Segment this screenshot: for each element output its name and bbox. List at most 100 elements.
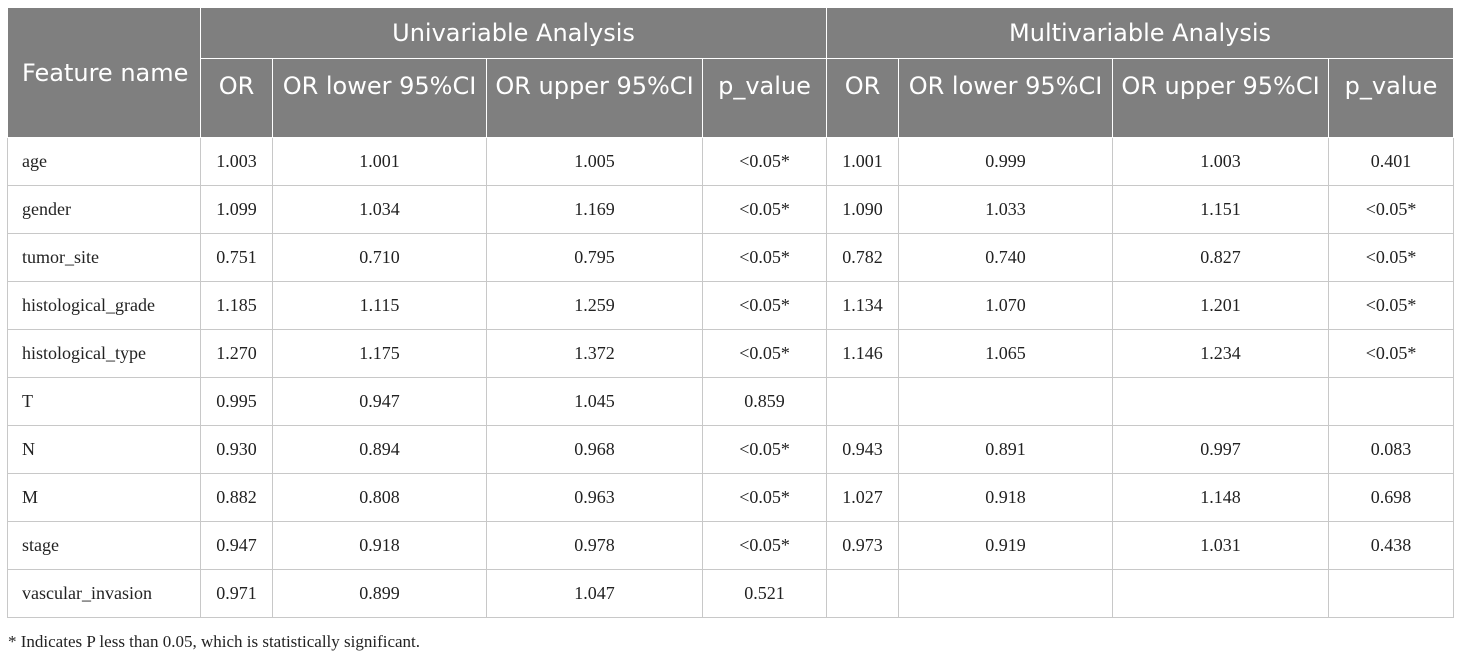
results-table-container: Feature name Univariable Analysis Multiv… [7, 7, 1455, 618]
column-header: OR [826, 58, 900, 138]
feature-name-cell: tumor_site [7, 233, 201, 282]
feature-name-cell: stage [7, 521, 201, 570]
value-cell: 0.899 [272, 569, 487, 618]
column-header: p_value [701, 58, 828, 138]
value-cell: 0.083 [1328, 425, 1455, 474]
value-cell: 1.372 [486, 329, 703, 378]
regression-results-table: Feature name Univariable Analysis Multiv… [7, 7, 1455, 618]
value-cell: 0.943 [826, 425, 900, 474]
value-cell [826, 569, 900, 618]
value-cell: 1.070 [898, 281, 1114, 330]
value-cell: 0.740 [898, 233, 1114, 282]
table-row: vascular_invasion 0.971 0.899 1.047 0.521 [7, 569, 1455, 618]
value-cell: 1.033 [898, 185, 1114, 234]
column-header: OR [200, 58, 273, 138]
value-cell: <0.05* [1328, 233, 1455, 282]
value-cell: <0.05* [1328, 185, 1455, 234]
value-cell: 0.930 [200, 425, 273, 474]
feature-name-cell: N [7, 425, 201, 474]
value-cell: 1.031 [1112, 521, 1330, 570]
value-cell: 0.795 [486, 233, 703, 282]
value-cell: 0.859 [701, 377, 828, 426]
value-cell: 0.894 [272, 425, 487, 474]
value-cell: <0.05* [701, 137, 828, 186]
feature-name-cell: gender [7, 185, 201, 234]
table-row: age 1.003 1.001 1.005 <0.05* 1.001 0.999 1.003 0… [7, 137, 1455, 186]
value-cell: 1.045 [486, 377, 703, 426]
value-cell: 0.698 [1328, 473, 1455, 522]
feature-name-cell: vascular_invasion [7, 569, 201, 618]
table-body: age 1.003 1.001 1.005 <0.05* 1.001 0.999 1.003 0… [7, 137, 1455, 618]
value-cell: 1.003 [200, 137, 273, 186]
value-cell: 0.997 [1112, 425, 1330, 474]
value-cell: 0.973 [826, 521, 900, 570]
value-cell: 1.270 [200, 329, 273, 378]
value-cell: 0.808 [272, 473, 487, 522]
table-row: N 0.930 0.894 0.968 <0.05* 0.943 0.891 0.997 0.0… [7, 425, 1455, 474]
value-cell: <0.05* [701, 233, 828, 282]
value-cell: 0.971 [200, 569, 273, 618]
value-cell: 1.003 [1112, 137, 1330, 186]
column-header: p_value [1328, 58, 1455, 138]
table-row: tumor_site 0.751 0.710 0.795 <0.05* 0.782 0.74… [7, 233, 1455, 282]
value-cell: 1.148 [1112, 473, 1330, 522]
value-cell: 1.175 [272, 329, 487, 378]
value-cell: 1.185 [200, 281, 273, 330]
value-cell: 0.968 [486, 425, 703, 474]
value-cell: 1.099 [200, 185, 273, 234]
value-cell: 0.999 [898, 137, 1114, 186]
table-row: histological_grade 1.185 1.115 1.259 <0.05* 1… [7, 281, 1455, 330]
column-header: OR upper 95%CI [1112, 58, 1330, 138]
column-header: OR lower 95%CI [898, 58, 1114, 138]
value-cell: 1.034 [272, 185, 487, 234]
value-cell: 1.259 [486, 281, 703, 330]
feature-name-cell: T [7, 377, 201, 426]
value-cell: 0.710 [272, 233, 487, 282]
value-cell [1112, 377, 1330, 426]
value-cell: 1.201 [1112, 281, 1330, 330]
value-cell: 0.401 [1328, 137, 1455, 186]
value-cell: 0.963 [486, 473, 703, 522]
feature-name-cell: histological_type [7, 329, 201, 378]
table-row: stage 0.947 0.918 0.978 <0.05* 0.973 0.919 1.03… [7, 521, 1455, 570]
value-cell: <0.05* [1328, 281, 1455, 330]
value-cell: 0.919 [898, 521, 1114, 570]
value-cell: 0.947 [200, 521, 273, 570]
feature-name-header: Feature name [7, 7, 201, 138]
value-cell: 1.047 [486, 569, 703, 618]
value-cell: 1.169 [486, 185, 703, 234]
value-cell: <0.05* [701, 521, 828, 570]
value-cell: 0.995 [200, 377, 273, 426]
value-cell: 0.918 [272, 521, 487, 570]
column-header: OR lower 95%CI [272, 58, 487, 138]
value-cell: 0.978 [486, 521, 703, 570]
table-row: M 0.882 0.808 0.963 <0.05* 1.027 0.918 1.148 0.6… [7, 473, 1455, 522]
value-cell: 1.065 [898, 329, 1114, 378]
value-cell: 0.947 [272, 377, 487, 426]
value-cell: 1.001 [272, 137, 487, 186]
value-cell: 1.134 [826, 281, 900, 330]
value-cell: <0.05* [701, 329, 828, 378]
value-cell: 0.521 [701, 569, 828, 618]
column-header: OR upper 95%CI [486, 58, 703, 138]
multivariable-analysis-header: Multivariable Analysis [826, 7, 1455, 59]
table-row: gender 1.099 1.034 1.169 <0.05* 1.090 1.033 1.1… [7, 185, 1455, 234]
value-cell: <0.05* [701, 425, 828, 474]
value-cell: <0.05* [701, 281, 828, 330]
value-cell: 1.115 [272, 281, 487, 330]
feature-name-cell: age [7, 137, 201, 186]
table-row: T 0.995 0.947 1.045 0.859 [7, 377, 1455, 426]
value-cell: 1.005 [486, 137, 703, 186]
table-footnote: * Indicates P less than 0.05, which is s… [8, 632, 421, 651]
value-cell: 0.918 [898, 473, 1114, 522]
value-cell: 0.882 [200, 473, 273, 522]
value-cell [826, 377, 900, 426]
value-cell [1328, 569, 1455, 618]
value-cell: 1.001 [826, 137, 900, 186]
value-cell: 1.234 [1112, 329, 1330, 378]
value-cell: <0.05* [1328, 329, 1455, 378]
univariable-analysis-header: Univariable Analysis [199, 7, 828, 59]
value-cell: 1.090 [826, 185, 900, 234]
value-cell: 0.827 [1112, 233, 1330, 282]
feature-name-cell: M [7, 473, 201, 522]
